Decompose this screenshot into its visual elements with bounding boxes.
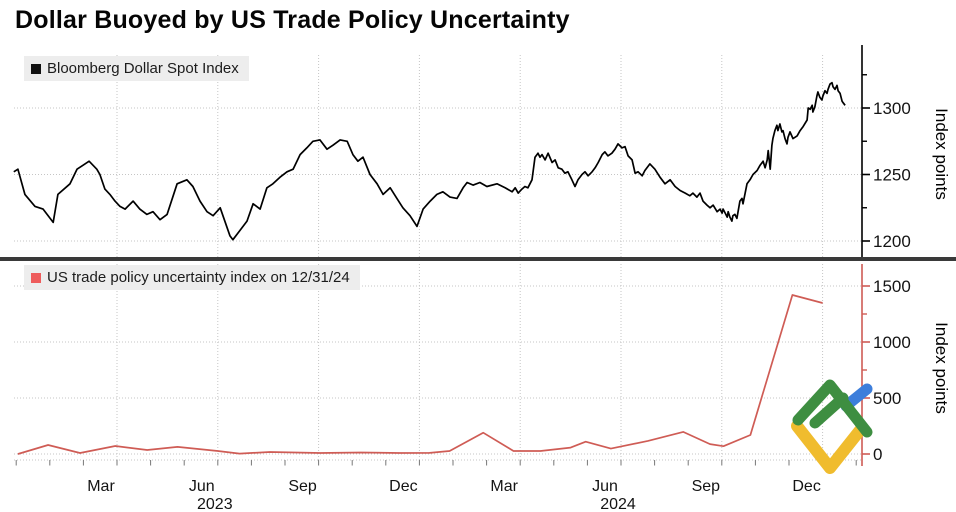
y-tick-label: 0: [873, 445, 882, 464]
x-year-label: 2024: [600, 496, 636, 512]
x-tick-label: Mar: [490, 478, 518, 495]
legend-swatch-black-icon: [31, 63, 41, 74]
x-tick-label: Mar: [87, 478, 115, 495]
x-tick-label: Jun: [189, 478, 215, 495]
legend-dollar-index-label: Bloomberg Dollar Spot Index: [47, 60, 239, 77]
x-tick-label: Sep: [288, 478, 317, 495]
series-line-uncertainty: [17, 294, 823, 455]
x-tick-label: Sep: [692, 478, 721, 495]
y-axis-title: Index points: [932, 322, 951, 414]
y-tick-label: 1250: [873, 166, 911, 185]
chart-title: Dollar Buoyed by US Trade Policy Uncerta…: [15, 6, 570, 34]
legend-swatch-red-icon: [31, 272, 41, 283]
x-tick-label: Dec: [389, 478, 417, 495]
x-tick-label: Dec: [792, 478, 820, 495]
series-line-dollar: [13, 81, 846, 241]
x-tick-label: Jun: [592, 478, 618, 495]
litefinance-logo-icon: [791, 379, 873, 474]
legend-uncertainty-index: US trade policy uncertainty index on 12/…: [24, 265, 360, 290]
legend-dollar-index: Bloomberg Dollar Spot Index: [24, 56, 249, 81]
panel-divider: [0, 257, 956, 261]
legend-uncertainty-index-label: US trade policy uncertainty index on 12/…: [47, 269, 350, 286]
y-tick-label: 1300: [873, 99, 911, 118]
logo-green-stroke: [792, 379, 873, 438]
y-tick-label: 1500: [873, 277, 911, 296]
y-tick-label: 1200: [873, 232, 911, 251]
logo-yellow-stroke: [791, 420, 867, 474]
x-year-label: 2023: [197, 496, 233, 512]
y-tick-label: 500: [873, 389, 901, 408]
y-axis-title: Index points: [932, 108, 951, 200]
y-tick-label: 1000: [873, 333, 911, 352]
